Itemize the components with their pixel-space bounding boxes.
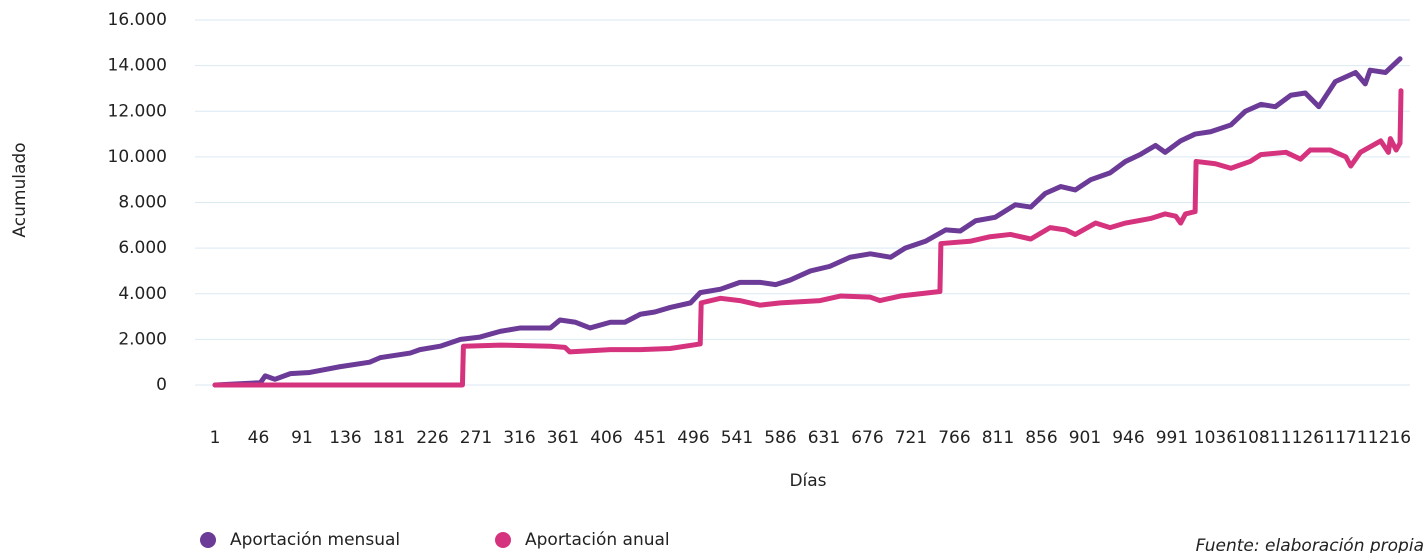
x-tick-label: 586 [764,428,796,448]
x-tick-label: 361 [547,428,579,448]
x-tick-label: 1036 [1194,428,1237,448]
x-tick-label: 901 [1069,428,1101,448]
legend-marker [200,532,216,548]
y-tick-label: 14.000 [108,56,167,76]
y-tick-label: 0 [156,375,167,395]
x-tick-label: 991 [1156,428,1188,448]
series-line [212,56,1403,388]
legend-label: Aportación mensual [230,530,400,550]
y-tick-label: 10.000 [108,147,167,167]
series-line [212,88,1404,388]
y-tick-label: 16.000 [108,10,167,30]
x-tick-label: 1171 [1324,428,1367,448]
x-tick-label: 316 [503,428,535,448]
x-axis-title: Días [789,471,826,491]
y-tick-label: 12.000 [108,101,167,121]
y-tick-label: 4.000 [118,284,167,304]
x-tick-label: 496 [677,428,709,448]
y-axis-title: Acumulado [10,142,30,237]
x-tick-label: 406 [590,428,622,448]
x-tick-label: 766 [938,428,970,448]
x-tick-label: 46 [248,428,270,448]
x-tick-label: 451 [634,428,666,448]
y-tick-label: 2.000 [118,329,167,349]
y-tick-label: 6.000 [118,238,167,258]
x-tick-label: 1 [210,428,221,448]
x-tick-label: 91 [291,428,313,448]
x-tick-label: 721 [895,428,927,448]
x-tick-label: 811 [982,428,1014,448]
x-tick-label: 226 [416,428,448,448]
legend-marker [495,532,511,548]
x-tick-label: 676 [851,428,883,448]
y-tick-label: 8.000 [118,193,167,213]
x-tick-label: 946 [1112,428,1144,448]
x-tick-label: 1216 [1368,428,1411,448]
x-tick-label: 1126 [1281,428,1324,448]
x-tick-label: 136 [329,428,361,448]
x-tick-label: 856 [1025,428,1057,448]
legend-label: Aportación anual [525,530,670,550]
x-tick-label: 181 [373,428,405,448]
x-tick-label: 1081 [1237,428,1280,448]
x-tick-label: 631 [808,428,840,448]
x-tick-label: 271 [460,428,492,448]
source-note: Fuente: elaboración propia [1196,536,1424,553]
x-tick-label: 541 [721,428,753,448]
